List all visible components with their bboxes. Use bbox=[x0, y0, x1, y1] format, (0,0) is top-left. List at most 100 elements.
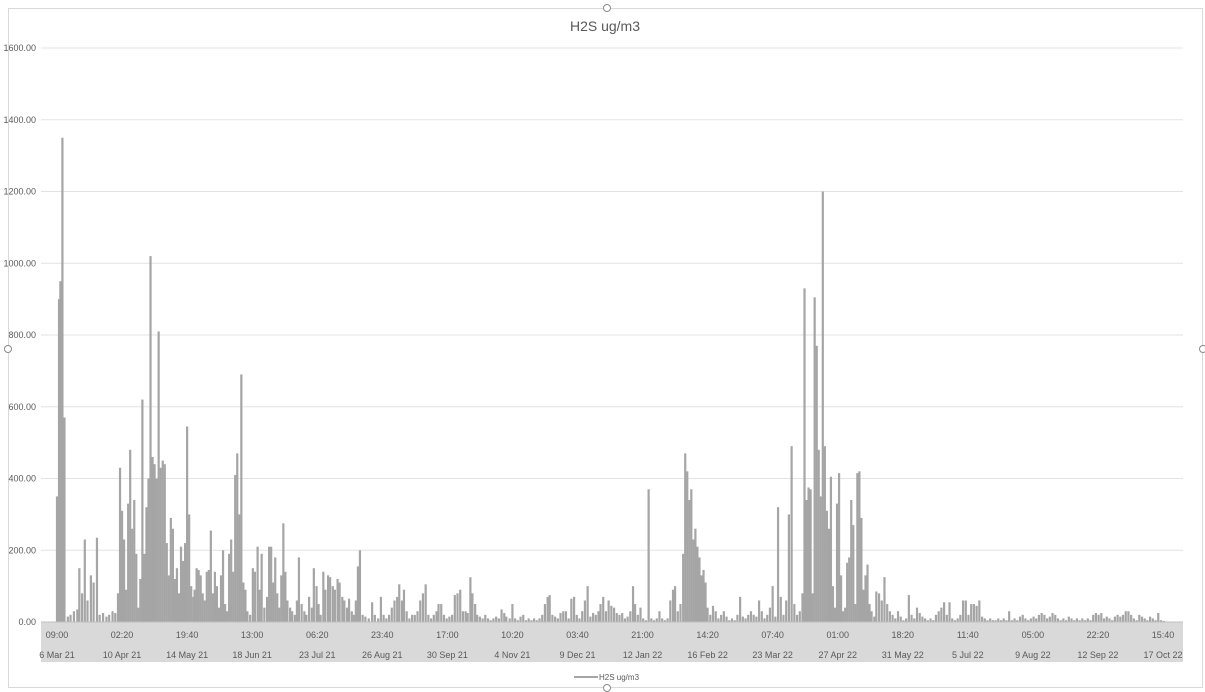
data-bar bbox=[371, 602, 374, 622]
x-time-label: 15:40 bbox=[1152, 630, 1175, 640]
data-bar bbox=[1111, 620, 1114, 622]
data-bar bbox=[760, 611, 763, 622]
data-bar bbox=[671, 589, 675, 622]
data-bar bbox=[827, 528, 830, 622]
data-bar bbox=[402, 589, 406, 622]
data-bar bbox=[989, 618, 992, 622]
data-bar bbox=[813, 297, 816, 622]
data-bar bbox=[782, 614, 785, 622]
data-bar bbox=[910, 614, 913, 622]
x-date-label: 16 Feb 22 bbox=[687, 650, 728, 660]
data-bar bbox=[223, 604, 227, 622]
data-bar bbox=[98, 614, 101, 622]
data-bar bbox=[350, 611, 353, 622]
data-bar bbox=[503, 613, 506, 622]
data-bar bbox=[1059, 620, 1062, 622]
data-bar bbox=[295, 600, 298, 622]
data-bar bbox=[519, 616, 522, 622]
data-bar bbox=[131, 528, 134, 622]
data-bar bbox=[1097, 614, 1100, 622]
data-bar bbox=[408, 618, 411, 622]
data-bar bbox=[219, 575, 223, 622]
data-bar bbox=[500, 609, 503, 622]
data-bar bbox=[795, 614, 799, 622]
data-bar bbox=[1032, 616, 1035, 622]
data-bar bbox=[757, 600, 761, 622]
data-bar bbox=[623, 618, 627, 622]
data-bar bbox=[567, 618, 570, 622]
data-bar bbox=[453, 595, 456, 622]
data-bar bbox=[78, 568, 81, 622]
data-bar bbox=[442, 614, 446, 622]
data-bar bbox=[1067, 616, 1070, 622]
data-bar bbox=[1016, 620, 1019, 622]
data-bar bbox=[597, 611, 600, 622]
data-bar bbox=[586, 586, 589, 623]
data-bar bbox=[352, 614, 355, 622]
data-bar bbox=[811, 593, 814, 622]
data-bar bbox=[679, 604, 682, 622]
data-bar bbox=[621, 613, 624, 622]
data-bar bbox=[652, 620, 656, 622]
data-bar bbox=[445, 618, 448, 622]
data-bar bbox=[193, 589, 196, 622]
data-bar bbox=[556, 618, 559, 622]
data-bar bbox=[633, 604, 637, 622]
data-bar bbox=[149, 256, 152, 622]
x-date-label: 5 Jul 22 bbox=[952, 650, 984, 660]
data-bar bbox=[253, 571, 256, 622]
x-time-label: 17:00 bbox=[436, 630, 459, 640]
data-bar bbox=[700, 575, 703, 622]
resize-handle-top[interactable] bbox=[603, 4, 611, 12]
data-bar bbox=[696, 546, 699, 622]
data-bar bbox=[324, 589, 327, 622]
resize-handle-left[interactable] bbox=[4, 345, 12, 353]
data-bar bbox=[163, 464, 166, 622]
data-bar bbox=[367, 618, 370, 622]
data-bar bbox=[793, 604, 796, 622]
data-bar bbox=[850, 500, 853, 622]
resize-handle-right[interactable] bbox=[1199, 345, 1205, 353]
data-bar bbox=[76, 609, 79, 622]
data-bar bbox=[486, 618, 490, 622]
data-bar bbox=[57, 299, 61, 623]
data-bar bbox=[464, 611, 467, 622]
data-bar bbox=[358, 550, 362, 622]
x-time-label: 23:40 bbox=[371, 630, 394, 640]
data-bar bbox=[116, 593, 120, 622]
data-bar bbox=[578, 618, 581, 622]
data-bar bbox=[744, 618, 747, 622]
data-bar bbox=[274, 557, 277, 622]
data-bar bbox=[702, 569, 705, 622]
data-bar bbox=[61, 137, 64, 622]
data-bar bbox=[122, 539, 126, 622]
data-bar bbox=[615, 613, 618, 622]
data-bar bbox=[704, 582, 707, 622]
data-bar bbox=[720, 614, 723, 622]
data-bar bbox=[338, 582, 341, 622]
data-bar bbox=[278, 607, 281, 622]
legend[interactable]: H2S ug/m3 bbox=[574, 673, 640, 682]
data-bar bbox=[188, 514, 191, 623]
x-date-label: 14 May 21 bbox=[166, 650, 208, 660]
y-tick-label: 600.00 bbox=[8, 402, 36, 412]
data-bar bbox=[604, 611, 608, 622]
data-bar bbox=[251, 568, 254, 622]
data-bar bbox=[469, 577, 472, 622]
data-bar bbox=[151, 456, 154, 622]
data-bar bbox=[167, 575, 170, 622]
data-bar bbox=[265, 596, 269, 622]
data-bar bbox=[317, 604, 320, 622]
data-bar bbox=[263, 607, 266, 622]
data-bar bbox=[437, 604, 440, 622]
data-bar bbox=[1037, 614, 1041, 622]
data-bar bbox=[803, 288, 806, 622]
data-bar bbox=[798, 611, 801, 622]
data-bar bbox=[997, 618, 1000, 622]
data-bar bbox=[858, 471, 861, 622]
data-bar bbox=[505, 616, 508, 622]
data-bar bbox=[141, 399, 144, 622]
data-bar bbox=[230, 539, 233, 622]
data-bar bbox=[819, 496, 822, 622]
data-bar bbox=[1046, 618, 1049, 622]
